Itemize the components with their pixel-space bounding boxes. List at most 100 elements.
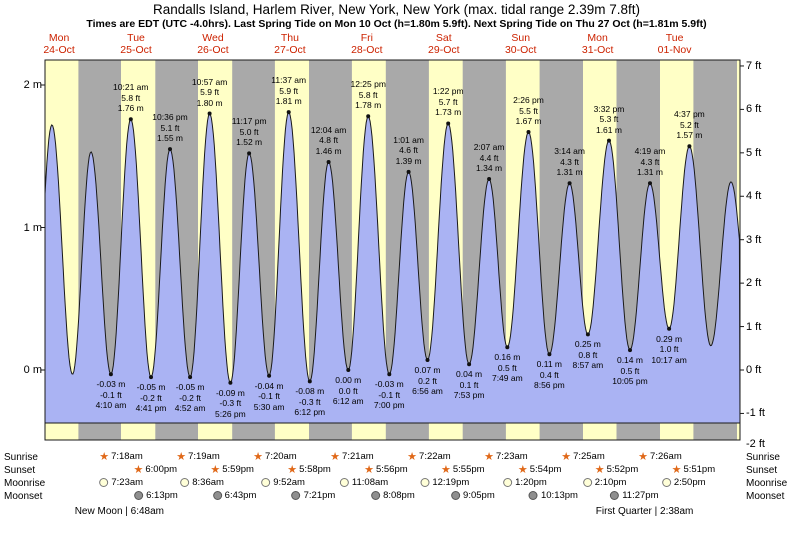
tide-extreme-label: 12:25 pm 5.8 ft 1.78 m: [350, 79, 386, 111]
moonset-event: 8:08pm: [371, 490, 415, 501]
event-time: 6:00pm: [145, 464, 178, 475]
event-time: 9:52am: [273, 477, 305, 488]
tide-extreme-marker: [326, 160, 331, 164]
tide-extreme-marker: [505, 345, 510, 350]
tide-extreme-label: -0.05 m -0.2 ft 4:52 am: [174, 382, 206, 414]
tide-extreme-label: 10:57 am 5.9 ft 1.80 m: [191, 76, 228, 108]
tide-extreme-label: 10:36 pm 5.1 ft 1.55 m: [152, 112, 188, 144]
page-title: Randalls Island, Harlem River, New York,…: [153, 2, 640, 17]
axis-ticks: [41, 65, 744, 414]
sunset-event: ★ 5:51pm: [672, 464, 716, 475]
tide-extreme-label: -0.03 m -0.1 ft 4:10 am: [95, 379, 127, 411]
moonrise-event: 9:52am: [261, 477, 305, 488]
row-label-moonset-right: Moonset: [746, 491, 785, 502]
moonrise-icon: [180, 478, 190, 487]
day-label: Sat 29-Oct: [428, 32, 460, 56]
tide-extreme-label: 0.29 m 1.0 ft 10:17 am: [651, 333, 687, 365]
tide-extreme-marker: [567, 181, 572, 186]
tide-extreme-marker: [607, 138, 611, 143]
event-time: 5:51pm: [683, 464, 716, 475]
event-time: 7:20am: [265, 451, 297, 462]
event-time: 7:18am: [111, 451, 143, 462]
sunrise-star-icon: ★: [176, 450, 187, 463]
moonset-icon: [610, 491, 620, 500]
tide-extreme-marker: [467, 362, 472, 367]
tide-extreme-marker: [286, 110, 291, 115]
day-label: Thu 27-Oct: [274, 32, 306, 56]
tide-extreme-marker: [307, 379, 312, 384]
day-label: Wed 26-Oct: [197, 32, 229, 56]
event-time: 7:19am: [188, 451, 220, 462]
day-label: Sun 30-Oct: [504, 32, 537, 56]
event-time: 1:20pm: [515, 477, 547, 488]
tide-extreme-label: 0.25 m 0.8 ft 8:57 am: [572, 339, 604, 371]
event-time: 6:13pm: [146, 490, 178, 501]
row-label-sunrise-right: Sunrise: [746, 452, 780, 463]
event-time: 5:56pm: [375, 464, 408, 475]
tide-extreme-marker: [108, 372, 113, 377]
y-axis-label-ft: 1 ft: [746, 320, 762, 333]
sunset-star-icon: ★: [517, 463, 528, 476]
event-time: 5:54pm: [529, 464, 562, 475]
event-time: 5:59pm: [222, 464, 254, 475]
event-time: 7:23am: [496, 451, 528, 462]
event-time: 7:21am: [342, 451, 374, 462]
tide-extreme-marker: [128, 117, 133, 122]
event-time: 7:22am: [419, 451, 451, 462]
moon-phase-note: First Quarter | 2:38am: [595, 506, 694, 517]
moonrise-event: 8:36am: [180, 477, 224, 488]
event-time: 2:50pm: [673, 477, 706, 488]
moon-phase-note: New Moon | 6:48am: [74, 506, 165, 517]
row-label-moonrise-left: Moonrise: [4, 478, 46, 489]
day-label: Mon 31-Oct: [581, 32, 614, 56]
tide-extreme-label: 0.04 m 0.1 ft 7:53 pm: [453, 369, 485, 401]
tide-extreme-label: 0.11 m 0.4 ft 8:56 pm: [533, 359, 565, 391]
tide-extreme-marker: [207, 111, 212, 116]
tide-extreme-label: -0.08 m -0.3 ft 6:12 pm: [294, 386, 326, 418]
tide-extreme-marker: [425, 358, 430, 362]
tide-extreme-marker: [168, 147, 172, 152]
sunset-star-icon: ★: [440, 463, 451, 476]
tide-extreme-marker: [188, 375, 193, 380]
sunset-star-icon: ★: [287, 463, 298, 476]
moonrise-event: 1:20pm: [503, 477, 547, 488]
y-axis-label-ft: 7 ft: [746, 59, 762, 72]
moonrise-icon: [261, 478, 271, 487]
tide-curve: [44, 111, 741, 424]
tide-extreme-marker: [547, 352, 552, 357]
sunrise-event: ★ 7:26am: [638, 451, 682, 462]
tide-extreme-marker: [366, 114, 371, 119]
y-axis-label-ft: 6 ft: [746, 103, 762, 116]
event-time: 8:36am: [192, 477, 224, 488]
sunrise-star-icon: ★: [253, 450, 264, 463]
tide-extreme-label: 3:14 am 4.3 ft 1.31 m: [554, 146, 585, 178]
tide-extreme-marker: [628, 348, 632, 353]
tide-extreme-label: 1:22 pm 5.7 ft 1.73 m: [432, 86, 464, 118]
event-time: 12:19pm: [432, 477, 470, 488]
sunset-event: ★ 5:58pm: [287, 464, 331, 475]
sunset-star-icon: ★: [671, 463, 682, 476]
tide-extreme-label: 0.00 m 0.0 ft 6:12 am: [332, 375, 364, 406]
tide-extreme-marker: [228, 380, 233, 385]
event-time: 5:58pm: [299, 464, 331, 475]
row-label-sunset-right: Sunset: [746, 465, 778, 476]
y-axis-label-m: 1 m: [23, 221, 42, 234]
y-axis-label-ft: 3 ft: [746, 233, 762, 246]
day-label: Tue 01-Nov: [657, 32, 692, 56]
tide-extreme-label: -0.05 m -0.2 ft 4:41 pm: [135, 382, 167, 414]
moonset-icon: [528, 491, 538, 500]
y-axis-label-ft: -1 ft: [746, 407, 765, 420]
sunrise-event: ★ 7:23am: [484, 451, 528, 462]
tide-extreme-label: 2:26 pm 5.5 ft 1.67 m: [513, 95, 544, 127]
sunset-event: ★ 6:00pm: [133, 464, 177, 475]
plot-border: [44, 59, 741, 441]
sunrise-event: ★ 7:19am: [176, 451, 220, 462]
row-label-moonset-left: Moonset: [4, 491, 43, 502]
tide-extreme-label: -0.03 m -0.1 ft 7:00 pm: [373, 379, 405, 411]
row-label-sunrise-left: Sunrise: [4, 452, 38, 463]
event-time: 2:10pm: [594, 477, 627, 488]
event-time: 5:52pm: [606, 464, 639, 475]
y-axis-label-m: 2 m: [23, 79, 42, 91]
